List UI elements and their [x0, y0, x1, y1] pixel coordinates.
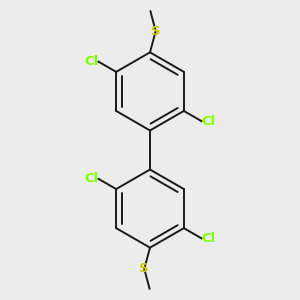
Text: S: S	[140, 262, 149, 275]
Text: Cl: Cl	[202, 115, 216, 128]
Text: Cl: Cl	[84, 172, 98, 185]
Text: Cl: Cl	[202, 232, 216, 245]
Text: S: S	[151, 25, 160, 38]
Text: Cl: Cl	[84, 55, 98, 68]
